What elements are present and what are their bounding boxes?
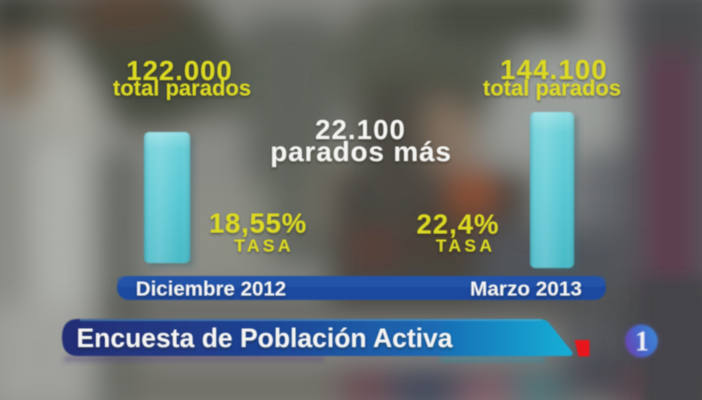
svg-text:Diciembre 2012: Diciembre 2012 xyxy=(136,278,286,301)
svg-text:Marzo 2013: Marzo 2013 xyxy=(470,278,582,301)
svg-text:22.100: 22.100 xyxy=(315,114,406,145)
svg-text:parados más: parados más xyxy=(270,136,452,167)
svg-text:122.000: 122.000 xyxy=(126,55,232,86)
svg-text:total parados: total parados xyxy=(483,76,621,101)
svg-text:total parados: total parados xyxy=(113,76,251,101)
svg-text:22,4%: 22,4% xyxy=(417,209,500,240)
svg-text:Encuesta de Población Activa: Encuesta de Población Activa xyxy=(77,323,453,353)
svg-text:TASA: TASA xyxy=(234,236,294,256)
svg-text:144.100: 144.100 xyxy=(500,54,608,85)
svg-text:1: 1 xyxy=(635,327,649,358)
svg-text:TASA: TASA xyxy=(436,236,496,256)
svg-text:18,55%: 18,55% xyxy=(209,208,307,239)
